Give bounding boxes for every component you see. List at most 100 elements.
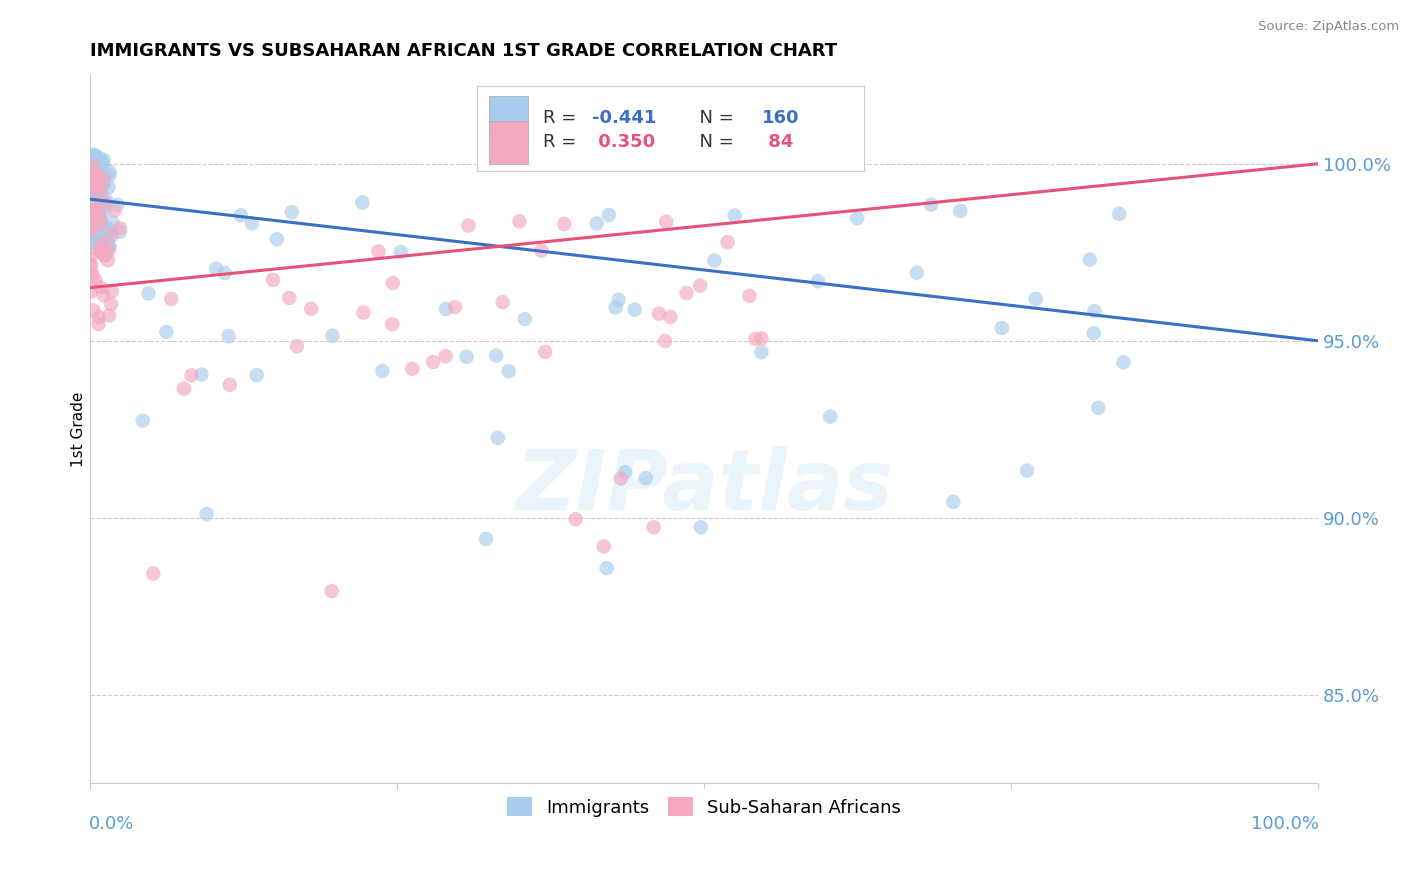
Point bbox=[485, 349, 508, 363]
Point bbox=[82, 183, 104, 197]
Point bbox=[83, 214, 105, 228]
Point bbox=[807, 274, 830, 288]
Point bbox=[90, 226, 112, 240]
Point bbox=[86, 178, 108, 192]
Point bbox=[107, 198, 129, 212]
Point bbox=[266, 232, 288, 246]
Point bbox=[498, 364, 520, 378]
Text: N =: N = bbox=[688, 109, 740, 127]
Point bbox=[86, 169, 108, 183]
Point bbox=[98, 240, 121, 254]
Point bbox=[585, 217, 607, 231]
Point bbox=[89, 183, 111, 197]
Point bbox=[80, 208, 103, 222]
Point bbox=[84, 221, 107, 235]
Point bbox=[991, 321, 1014, 335]
Point bbox=[80, 225, 103, 239]
Point bbox=[84, 155, 107, 169]
Point bbox=[1112, 355, 1135, 369]
Point bbox=[87, 224, 110, 238]
Point bbox=[89, 178, 111, 193]
Point bbox=[83, 190, 105, 204]
Point bbox=[607, 293, 630, 307]
Point bbox=[82, 150, 104, 164]
Point bbox=[724, 209, 747, 223]
Point bbox=[108, 225, 131, 239]
Point bbox=[100, 297, 122, 311]
Point bbox=[97, 234, 120, 248]
Text: -0.441: -0.441 bbox=[592, 109, 657, 127]
Point bbox=[82, 248, 104, 262]
Point bbox=[457, 219, 479, 233]
Point bbox=[93, 195, 115, 210]
Legend: Immigrants, Sub-Saharan Africans: Immigrants, Sub-Saharan Africans bbox=[499, 790, 908, 824]
Point bbox=[79, 157, 101, 171]
Point bbox=[79, 285, 101, 299]
Point bbox=[434, 349, 457, 363]
Point bbox=[83, 168, 105, 182]
Point bbox=[79, 153, 101, 167]
Point bbox=[79, 208, 101, 222]
Point bbox=[82, 159, 104, 173]
Point bbox=[80, 175, 103, 189]
Point bbox=[84, 164, 107, 178]
Point bbox=[82, 154, 104, 169]
Point bbox=[84, 168, 107, 182]
Point bbox=[87, 225, 110, 239]
Point bbox=[79, 197, 101, 211]
Point bbox=[83, 166, 105, 180]
Point bbox=[475, 532, 498, 546]
Point bbox=[79, 225, 101, 239]
Point bbox=[920, 197, 942, 211]
Point bbox=[97, 226, 120, 240]
Point bbox=[79, 198, 101, 212]
Point bbox=[79, 160, 101, 174]
Point bbox=[108, 221, 131, 235]
Point bbox=[689, 520, 711, 534]
Point bbox=[138, 286, 160, 301]
Point bbox=[104, 203, 127, 218]
Point bbox=[87, 195, 110, 210]
Point bbox=[86, 235, 108, 250]
Point bbox=[905, 266, 928, 280]
Point bbox=[444, 300, 467, 314]
Point bbox=[285, 339, 308, 353]
Point bbox=[87, 194, 110, 208]
Point bbox=[218, 377, 240, 392]
Point bbox=[278, 291, 301, 305]
Point bbox=[530, 244, 553, 258]
Point bbox=[80, 211, 103, 225]
Point bbox=[949, 203, 972, 218]
Point bbox=[97, 253, 120, 268]
Point bbox=[84, 198, 107, 212]
Point bbox=[80, 203, 103, 218]
Point bbox=[634, 471, 657, 485]
Point bbox=[90, 244, 112, 259]
Point bbox=[94, 169, 117, 183]
Point bbox=[83, 202, 105, 217]
Point bbox=[98, 165, 121, 179]
Point bbox=[82, 153, 104, 168]
Point bbox=[91, 240, 114, 254]
Point bbox=[598, 208, 620, 222]
Point bbox=[80, 196, 103, 211]
Point bbox=[281, 205, 304, 219]
Point bbox=[79, 176, 101, 190]
Point bbox=[367, 244, 389, 259]
Point bbox=[655, 215, 678, 229]
Point bbox=[87, 224, 110, 238]
Point bbox=[91, 288, 114, 302]
Point bbox=[89, 177, 111, 191]
Point bbox=[648, 307, 671, 321]
Text: 100.0%: 100.0% bbox=[1251, 815, 1319, 833]
Point bbox=[86, 177, 108, 191]
Point bbox=[846, 211, 869, 226]
Point bbox=[1083, 326, 1105, 341]
Point bbox=[1078, 252, 1101, 267]
Point bbox=[90, 216, 112, 230]
Point bbox=[240, 216, 263, 230]
Point bbox=[553, 217, 575, 231]
Point bbox=[98, 223, 121, 237]
Point bbox=[1083, 304, 1105, 318]
Text: 0.350: 0.350 bbox=[592, 134, 655, 152]
